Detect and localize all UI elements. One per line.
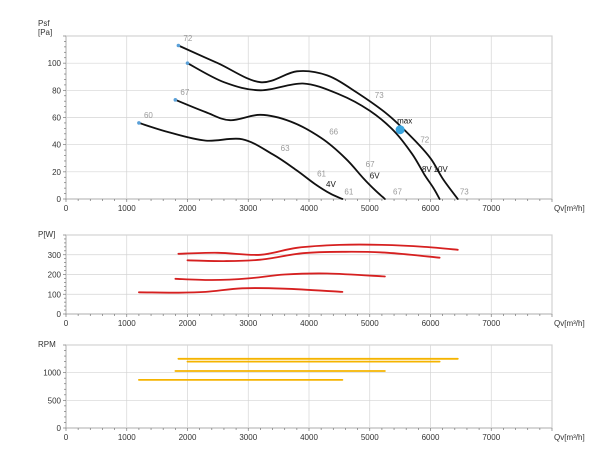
pressure-x-tick-label: 5000 xyxy=(361,204,379,213)
power-series-10v-line xyxy=(177,243,459,256)
rpm-x-tick-label: 0 xyxy=(64,433,69,442)
pressure-y-tick-label: 40 xyxy=(52,141,61,150)
pressure-x-tick-label: 0 xyxy=(64,204,69,213)
power-x-tick-label: 0 xyxy=(64,319,69,328)
pressure-curve-label: 4V xyxy=(326,180,336,189)
rpm-y-axis-label: RPM xyxy=(38,340,56,349)
rpm-chart: 0 1000 2000 3000 4000 5000 6000 7000 0 500 1000 Qv[… xyxy=(38,340,585,442)
pressure-series-6v-line xyxy=(174,98,386,200)
pressure-x-tick-label: 3000 xyxy=(239,204,257,213)
power-chart: 0 1000 2000 3000 4000 5000 6000 7000 0 100 200 300 Q… xyxy=(38,230,585,328)
pressure-point-label: 67 xyxy=(393,187,402,196)
power-x-tick-label: 6000 xyxy=(422,319,440,328)
power-y-axis-label: P[W] xyxy=(38,230,55,239)
pressure-y-tick-label: 0 xyxy=(57,195,62,204)
power-series-6v-line xyxy=(174,272,386,281)
pressure-chart: 0 1000 2000 3000 4000 5000 6000 7000 0 20 40 60 80 10… xyxy=(38,19,585,213)
pressure-x-tick-label: 1000 xyxy=(118,204,136,213)
pressure-point-label: 73 xyxy=(460,187,469,196)
pressure-y-axis-label-line1: Psf xyxy=(38,19,50,28)
pressure-point-label: 73 xyxy=(375,91,384,100)
pressure-point-label: 67 xyxy=(366,160,375,169)
pressure-point-label: 61 xyxy=(344,187,353,196)
pressure-y-tick-label: 60 xyxy=(52,114,61,123)
pressure-curve-label: 8V xyxy=(422,165,432,174)
power-y-tick-label: 200 xyxy=(48,271,62,280)
power-x-tick-label: 4000 xyxy=(300,319,318,328)
pressure-max-point-marker xyxy=(395,125,405,135)
rpm-x-tick-label: 4000 xyxy=(300,433,318,442)
pressure-point-label: 72 xyxy=(183,34,192,43)
power-y-tick-label: 100 xyxy=(48,290,62,299)
power-y-tick-label: 300 xyxy=(48,251,62,260)
power-x-tick-label: 5000 xyxy=(361,319,379,328)
pressure-x-tick-label: 2000 xyxy=(179,204,197,213)
pressure-curve-start-marker xyxy=(176,43,181,48)
power-x-axis-label: Qv[m³/h] xyxy=(554,319,585,328)
pressure-x-axis-label: Qv[m³/h] xyxy=(554,204,585,213)
pressure-y-tick-label: 80 xyxy=(52,86,61,95)
pressure-curve-label: 10V xyxy=(434,165,449,174)
pressure-curve-start-marker xyxy=(137,121,141,125)
pressure-x-tick-label: 6000 xyxy=(422,204,440,213)
pressure-y-tick-label: 20 xyxy=(52,168,61,177)
pressure-series-4v-line xyxy=(138,122,344,200)
pressure-point-label: 66 xyxy=(329,128,338,137)
rpm-x-tick-label: 1000 xyxy=(118,433,136,442)
rpm-x-tick-label: 3000 xyxy=(239,433,257,442)
pressure-point-label: 61 xyxy=(317,170,326,179)
rpm-y-tick-label: 1000 xyxy=(43,369,61,378)
pressure-curve-start-marker xyxy=(185,61,190,65)
power-series-4v-line xyxy=(138,287,344,294)
pressure-curve-start-marker xyxy=(173,98,178,102)
rpm-x-axis-label: Qv[m³/h] xyxy=(554,433,585,442)
power-x-tick-label: 2000 xyxy=(179,319,197,328)
pressure-curve-label: 6V xyxy=(370,172,380,181)
rpm-y-tick-label: 0 xyxy=(57,424,62,433)
pressure-x-tick-label: 7000 xyxy=(482,204,500,213)
pressure-y-axis-label-line2: [Pa] xyxy=(38,28,52,37)
power-y-tick-label: 0 xyxy=(57,310,62,319)
rpm-x-tick-label: 2000 xyxy=(179,433,197,442)
rpm-x-tick-label: 7000 xyxy=(482,433,500,442)
power-series-8v-line xyxy=(186,250,441,263)
pressure-point-label: 72 xyxy=(420,136,429,145)
rpm-x-tick-label: 5000 xyxy=(361,433,379,442)
pressure-point-label: 63 xyxy=(281,144,290,153)
pressure-x-tick-label: 4000 xyxy=(300,204,318,213)
pressure-point-label: 60 xyxy=(144,111,153,120)
pressure-max-point-label: max xyxy=(397,117,412,126)
power-x-tick-label: 3000 xyxy=(239,319,257,328)
rpm-y-tick-label: 500 xyxy=(48,396,62,405)
pressure-series-10v-line xyxy=(177,44,459,200)
pressure-y-tick-label: 100 xyxy=(48,59,62,68)
pressure-series-8v-line xyxy=(186,62,441,200)
power-x-tick-label: 7000 xyxy=(482,319,500,328)
power-x-tick-label: 1000 xyxy=(118,319,136,328)
rpm-x-tick-label: 6000 xyxy=(422,433,440,442)
pressure-point-label: 67 xyxy=(180,88,189,97)
